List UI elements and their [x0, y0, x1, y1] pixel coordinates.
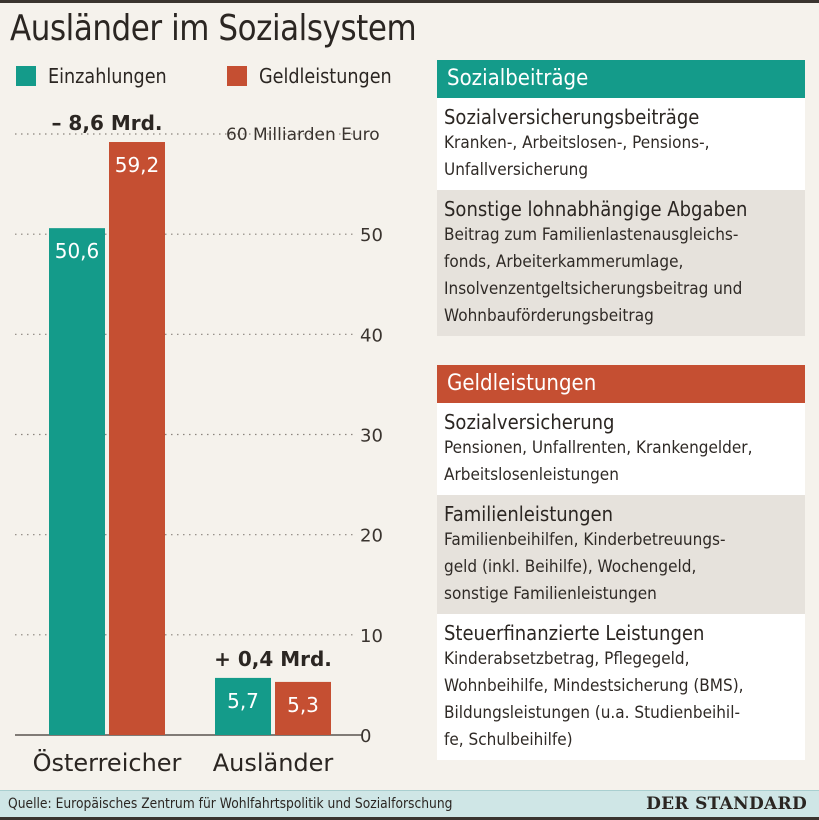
info-box-line: Arbeitslosenleistungen: [444, 465, 619, 485]
info-box-title: Familienleistungen: [444, 502, 613, 526]
info-box-title: Steuerfinanzierte Leistungen: [444, 621, 705, 645]
bar-einzahlungen-0: [49, 228, 105, 735]
footer: Quelle: Europäisches Zentrum für Wohlfah…: [0, 790, 819, 818]
info-box: Familienleistungen Familienbeihilfen, Ki…: [437, 495, 805, 614]
info-box-line: fonds, Arbeiterkammerumlage,: [444, 252, 684, 272]
info-box-line: Pensionen, Unfallrenten, Krankengelder,: [444, 438, 753, 458]
y-tick-label: 10: [360, 626, 383, 647]
bar-value-label: 50,6: [55, 239, 100, 263]
publisher-logo: DER STANDARD: [646, 794, 807, 814]
panel-header-label: Geldleistungen: [447, 371, 597, 396]
info-box-line: Insolvenzentgeltsicherungsbeitrag und: [444, 279, 743, 299]
info-box-line: Wohnbauförderungsbeitrag: [444, 306, 654, 326]
panel-header: Sozialbeiträge: [437, 60, 805, 98]
panel-header-label: Sozialbeiträge: [447, 66, 589, 91]
info-box: Steuerfinanzierte Leistungen Kinderabset…: [437, 614, 805, 760]
info-box-line: fe, Schulbeihilfe): [444, 730, 573, 750]
legend-swatch-einzahlungen: [16, 66, 36, 86]
info-box-line: Bildungsleistungen (u.a. Studienbeihil-: [444, 703, 740, 723]
panel-header: Geldleistungen: [437, 365, 805, 403]
difference-annotation: – 8,6 Mrd.: [51, 111, 162, 135]
info-box: Sonstige lohnabhängige Abgaben Beitrag z…: [437, 190, 805, 336]
bottom-rule: [0, 817, 819, 820]
legend-label-einzahlungen: Einzahlungen: [48, 64, 167, 88]
info-box: Sozialversicherung Pensionen, Unfallrent…: [437, 403, 805, 495]
bar-geldleistungen-1: [275, 681, 331, 735]
source-note: Quelle: Europäisches Zentrum für Wohlfah…: [8, 796, 453, 812]
y-tick-label: 0: [360, 726, 371, 747]
legend-item-geldleistungen: Geldleistungen: [226, 64, 410, 88]
info-box-line: Unfallversicherung: [444, 160, 589, 180]
top-rule: [0, 0, 819, 3]
info-box: Sozialversicherungsbeiträge Kranken-, Ar…: [437, 98, 805, 190]
bar-value-label: 5,3: [287, 693, 319, 717]
bar-value-label: 5,7: [227, 689, 259, 713]
info-box-title: Sonstige lohnabhängige Abgaben: [444, 197, 748, 221]
bar-value-label: 59,2: [115, 153, 160, 177]
info-box-line: Wohnbeihilfe, Mindestsicherung (BMS),: [444, 676, 744, 696]
legend-label-geldleistungen: Geldleistungen: [258, 64, 392, 88]
legend-item-einzahlungen: Einzahlungen: [16, 64, 183, 88]
chart-title: Ausländer im Sozialsystem: [10, 8, 417, 49]
legend-swatch-geldleistungen: [226, 66, 247, 86]
info-box-line: geld (inkl. Beihilfe), Wochengeld,: [444, 557, 697, 577]
info-box-line: Kinderabsetzbetrag, Pflegegeld,: [444, 649, 690, 669]
info-box-line: Beitrag zum Familienlastenausgleichs-: [444, 225, 739, 245]
info-box-line: Familienbeihilfen, Kinderbetreuungs-: [444, 530, 726, 550]
bar-einzahlungen-1: [215, 677, 271, 735]
info-box-line: sonstige Familienleistungen: [444, 584, 657, 604]
y-axis-unit-label: 60 Milliarden Euro: [226, 125, 380, 145]
x-category-label: Österreicher: [33, 748, 182, 777]
difference-annotation: + 0,4 Mrd.: [214, 647, 332, 671]
panel-sozialbeitraege: Sozialbeiträge Sozialversicherungsbeiträ…: [437, 60, 805, 336]
y-tick-label: 50: [360, 225, 383, 246]
bar-geldleistungen-0: [109, 142, 165, 736]
y-tick-label: 30: [360, 426, 383, 447]
panel-geldleistungen: Geldleistungen Sozialversicherung Pensio…: [437, 365, 805, 760]
y-tick-label: 40: [360, 325, 383, 346]
legend: Einzahlungen Geldleistungen: [16, 62, 450, 90]
info-box-title: Sozialversicherungsbeiträge: [444, 105, 700, 129]
y-tick-label: 20: [360, 526, 383, 547]
info-box-line: Kranken-, Arbeitslosen-, Pensions-,: [444, 133, 710, 153]
bar-chart: 0 10 20 30 40 50 60 Milliarden Euro 50,6 59,2 Öst…: [15, 111, 383, 777]
x-category-label: Ausländer: [213, 749, 334, 777]
info-box-title: Sozialversicherung: [444, 410, 615, 434]
